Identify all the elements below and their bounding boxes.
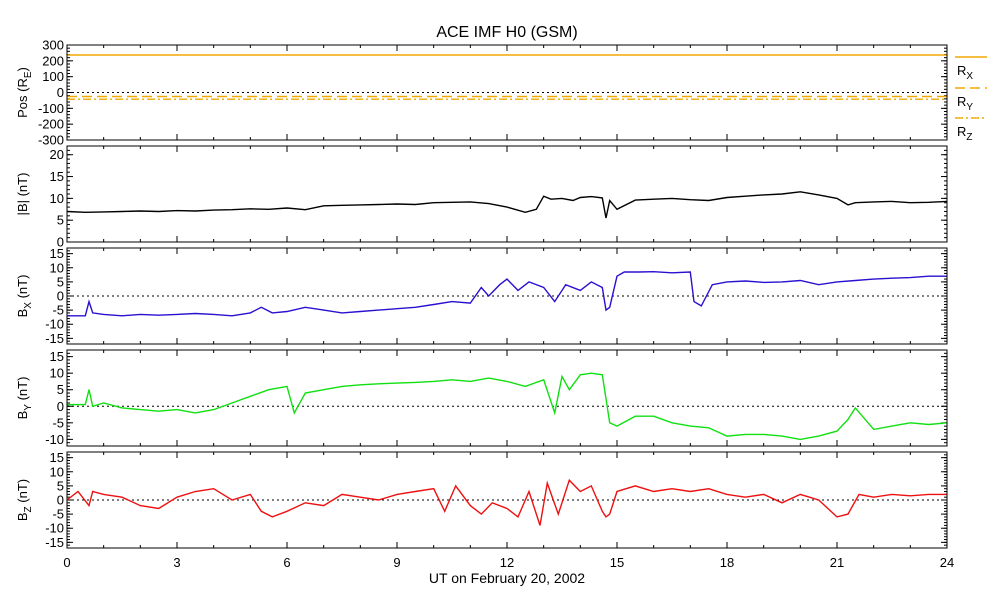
- legend-label-sub: Z: [966, 132, 972, 143]
- y-tick-label-b: 10: [50, 191, 64, 206]
- x-tick-label: 3: [173, 555, 180, 570]
- y-tick-label-pos: -200: [38, 117, 64, 132]
- y-axis-label-sub: Y: [23, 404, 34, 411]
- y-tick-label-by: -10: [45, 432, 64, 447]
- series-line-by: [67, 372, 948, 441]
- y-tick-label-bz: 0: [57, 493, 64, 508]
- y-axis-label-b: |B| (nT): [15, 173, 30, 216]
- y-axis-label-main: B: [15, 512, 30, 521]
- y-tick-label-pos: 100: [42, 69, 64, 84]
- x-tick-label: 24: [940, 555, 954, 570]
- y-tick-label-bx: -15: [45, 331, 64, 346]
- y-tick-label-by: 15: [50, 349, 64, 364]
- panel-frame-pos: [66, 44, 948, 141]
- y-tick-label-bz: -10: [45, 521, 64, 536]
- x-tick-label: 6: [283, 555, 290, 570]
- panel-frame-b: [66, 145, 948, 243]
- y-tick-label-b: 5: [57, 213, 64, 228]
- y-axis-label-main: B: [15, 411, 30, 420]
- y-tick-label-bz: -5: [52, 507, 64, 522]
- legend-label-sub: X: [966, 71, 973, 82]
- y-tick-label-bx: -10: [45, 317, 64, 332]
- y-axis-label-bz: BZ (nT): [15, 479, 34, 521]
- y-tick-label-pos: -100: [38, 101, 64, 116]
- y-tick-label-pos: 300: [42, 38, 64, 53]
- y-axis-label-bx: BX (nT): [15, 275, 34, 318]
- x-tick-label: 9: [393, 555, 400, 570]
- y-tick-label-pos: -300: [38, 133, 64, 148]
- legend-label-main: R: [957, 94, 966, 109]
- y-axis-label-tail: (nT): [15, 275, 30, 302]
- x-tick-label: 21: [830, 555, 844, 570]
- y-tick-label-by: -5: [52, 415, 64, 430]
- y-axis-label-tail: (nT): [15, 479, 30, 506]
- panel-by: 15 105 0-5 -10 BY (nT): [15, 349, 948, 447]
- x-tick-label: 15: [610, 555, 624, 570]
- y-tick-label-bz: -15: [45, 535, 64, 550]
- y-axis-label-by: BY (nT): [15, 377, 34, 420]
- y-axis-label-sub: Z: [23, 506, 34, 512]
- y-tick-label-bx: 0: [57, 289, 64, 304]
- legend-label-main: R: [957, 63, 966, 78]
- y-tick-label-by: 5: [57, 382, 64, 397]
- y-axis-label-pos: Pos (RE): [15, 67, 34, 118]
- series-line-bz: [66, 478, 947, 526]
- x-tick-label: 18: [720, 555, 734, 570]
- legend-label-main: R: [957, 124, 966, 139]
- y-axis-label-sub: E: [23, 71, 34, 78]
- y-axis-label-sub: X: [23, 302, 34, 309]
- y-tick-label-bz: 10: [50, 464, 64, 479]
- legend-label-z: RZ: [957, 124, 973, 143]
- y-tick-label-by: 10: [50, 366, 64, 381]
- y-axis-label-tail: ): [15, 67, 30, 71]
- y-tick-label-bx: 5: [57, 274, 64, 289]
- panel-b: 20 15 10 5 0 |B| (nT): [15, 145, 948, 250]
- chart-title: ACE IMF H0 (GSM): [436, 24, 577, 41]
- y-axis-label-main: |B| (nT): [15, 173, 30, 216]
- series-line-b: [66, 191, 948, 219]
- y-tick-label-b: 15: [50, 169, 64, 184]
- legend-label-y: RY: [957, 94, 973, 113]
- y-tick-label-pos: 0: [57, 85, 64, 100]
- panel-frame-bz: [66, 451, 948, 549]
- panel-frame-bx: [66, 247, 948, 345]
- panel-frame-by: [66, 349, 948, 447]
- y-axis-label-main: B: [15, 309, 30, 318]
- x-axis-label: UT on February 20, 2002: [429, 570, 585, 586]
- legend-label-x: RX: [957, 63, 973, 82]
- x-tick-label: 12: [500, 555, 514, 570]
- y-tick-label-b: 20: [50, 147, 64, 162]
- y-tick-label-bx: -5: [52, 303, 64, 318]
- y-axis-label-main: Pos (R: [15, 78, 30, 118]
- y-tick-label-b: 0: [57, 235, 64, 250]
- y-axis-label-tail: (nT): [15, 377, 30, 404]
- series-line-bx: [67, 270, 947, 317]
- x-tick-labels: 0 3 6 9 12 15 18 21 24: [63, 555, 954, 570]
- x-tick-label: 0: [63, 555, 70, 570]
- y-tick-label-pos: 200: [42, 53, 64, 68]
- y-tick-label-bx: 15: [50, 246, 64, 261]
- y-tick-label-bz: 5: [57, 478, 64, 493]
- legend-label-sub: Y: [966, 102, 973, 113]
- y-tick-label-bz: 15: [50, 450, 64, 465]
- y-tick-label-by: 0: [57, 399, 64, 414]
- y-tick-label-bx: 10: [50, 260, 64, 275]
